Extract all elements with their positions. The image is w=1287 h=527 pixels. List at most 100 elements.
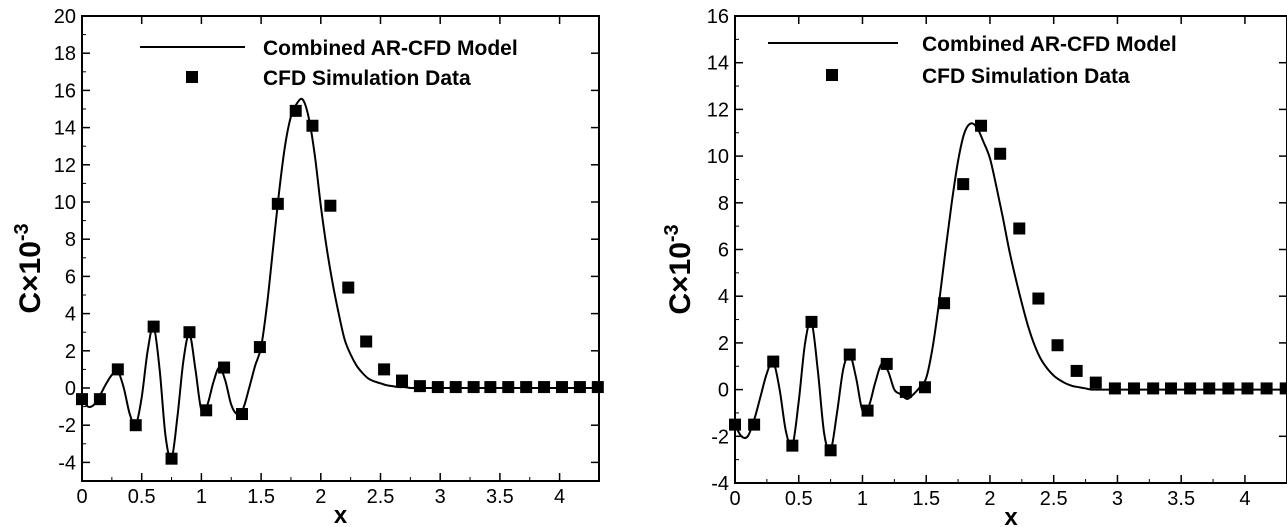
y-tick-label: 10 (707, 146, 729, 168)
data-point (165, 452, 178, 465)
y-axis-label: C×10-3 (661, 224, 697, 314)
data-point (1128, 382, 1141, 395)
data-point (253, 341, 266, 354)
data-point (76, 393, 88, 406)
y-tick-label: 4 (718, 286, 729, 308)
x-axis-label: x (1004, 504, 1018, 527)
y-tick-label: 6 (65, 266, 76, 288)
data-point (748, 418, 761, 431)
x-tick-label: 1.5 (247, 486, 275, 508)
data-point (306, 119, 319, 132)
y-tick-label: 16 (707, 6, 729, 28)
x-axis-label: x (334, 502, 348, 527)
data-point (218, 361, 231, 374)
data-point (1089, 376, 1102, 389)
x-tick-label: 4 (1239, 488, 1250, 510)
x-tick-label: 1 (857, 488, 868, 510)
data-point (918, 381, 931, 394)
data-point (395, 374, 408, 387)
data-point (1108, 382, 1121, 395)
data-point (729, 418, 741, 431)
data-point (805, 315, 818, 328)
data-point (880, 357, 893, 370)
y-tick-label: 4 (65, 304, 76, 326)
x-tick-label: 3 (1112, 488, 1123, 510)
data-point (538, 381, 551, 394)
y-tick-label: 2 (718, 333, 729, 355)
data-point (183, 326, 196, 339)
data-point (1013, 222, 1026, 235)
data-point (591, 381, 604, 394)
data-point (1164, 382, 1177, 395)
data-point (957, 178, 970, 191)
data-point (413, 380, 426, 393)
data-point (324, 199, 337, 212)
y-tick-label: 12 (707, 99, 729, 121)
y-tick-label: 16 (54, 80, 76, 102)
data-point (975, 119, 988, 132)
y-tick-label: -4 (711, 473, 729, 495)
x-tick-label: 2.5 (367, 486, 395, 508)
y-tick-label: 8 (65, 229, 76, 251)
x-tick-label: 0.5 (785, 488, 813, 510)
data-point (449, 381, 462, 394)
data-point (786, 439, 799, 452)
data-point (342, 281, 355, 294)
y-tick-label: 8 (718, 193, 729, 215)
data-point (1032, 292, 1045, 305)
data-point (502, 381, 515, 394)
legend: Combined AR-CFD Model CFD Simulation Data (140, 37, 518, 90)
x-tick-label: 4 (554, 486, 565, 508)
data-point (378, 363, 391, 376)
y-axis-label-exponent: -3 (11, 223, 33, 241)
data-point (573, 381, 586, 394)
data-point (484, 381, 497, 394)
legend-marker-swatch (826, 69, 838, 81)
data-point (1147, 382, 1160, 395)
data-point (1203, 382, 1216, 395)
x-tick-label: 0.5 (128, 486, 156, 508)
y-tick-label: 6 (718, 240, 729, 262)
y-tick-label: 0 (65, 378, 76, 400)
y-tick-label: 20 (54, 6, 76, 28)
x-tick-label: 1 (196, 486, 207, 508)
y-tick-label: 10 (54, 192, 76, 214)
x-tick-label: 2 (315, 486, 326, 508)
data-point (555, 381, 568, 394)
y-tick-label: 14 (707, 53, 729, 75)
y-tick-label: -2 (711, 426, 729, 448)
y-tick-label: 12 (54, 155, 76, 177)
x-tick-label: 2.5 (1040, 488, 1068, 510)
data-point (767, 355, 780, 368)
x-tick-label: 3.5 (486, 486, 514, 508)
data-point (93, 393, 106, 406)
data-point (147, 320, 160, 333)
data-point (200, 404, 213, 417)
data-point (271, 197, 284, 210)
legend-marker-swatch (186, 71, 198, 83)
legend-label-data: CFD Simulation Data (263, 67, 471, 90)
data-point (431, 381, 444, 394)
plot-frame (81, 15, 600, 482)
y-axis-label-base: C×10 (664, 242, 697, 315)
legend-label-data: CFD Simulation Data (922, 65, 1130, 88)
x-tick-label: 0 (729, 488, 740, 510)
y-tick-label: 14 (54, 118, 76, 140)
y-axis-label-base: C×10 (14, 241, 47, 314)
data-point (1260, 382, 1273, 395)
data-point (843, 348, 856, 361)
data-point (1279, 382, 1287, 395)
data-point (1070, 364, 1083, 377)
data-point (520, 381, 533, 394)
data-point (289, 104, 302, 117)
data-point (899, 385, 912, 398)
y-tick-label: 0 (718, 380, 729, 402)
y-tick-label: -2 (58, 415, 76, 437)
legend: Combined AR-CFD Model CFD Simulation Data (768, 33, 1177, 88)
legend-label-model: Combined AR-CFD Model (922, 33, 1177, 56)
x-tick-label: 2 (984, 488, 995, 510)
legend-label-model: Combined AR-CFD Model (263, 37, 518, 60)
left-chart: 0 0.5 1 1.5 2 2.5 3 3.5 4 -4 -2 0 2 4 6 8 10 12 14 16 18 20 x C… (11, 6, 604, 527)
x-tick-label: 3 (435, 486, 446, 508)
